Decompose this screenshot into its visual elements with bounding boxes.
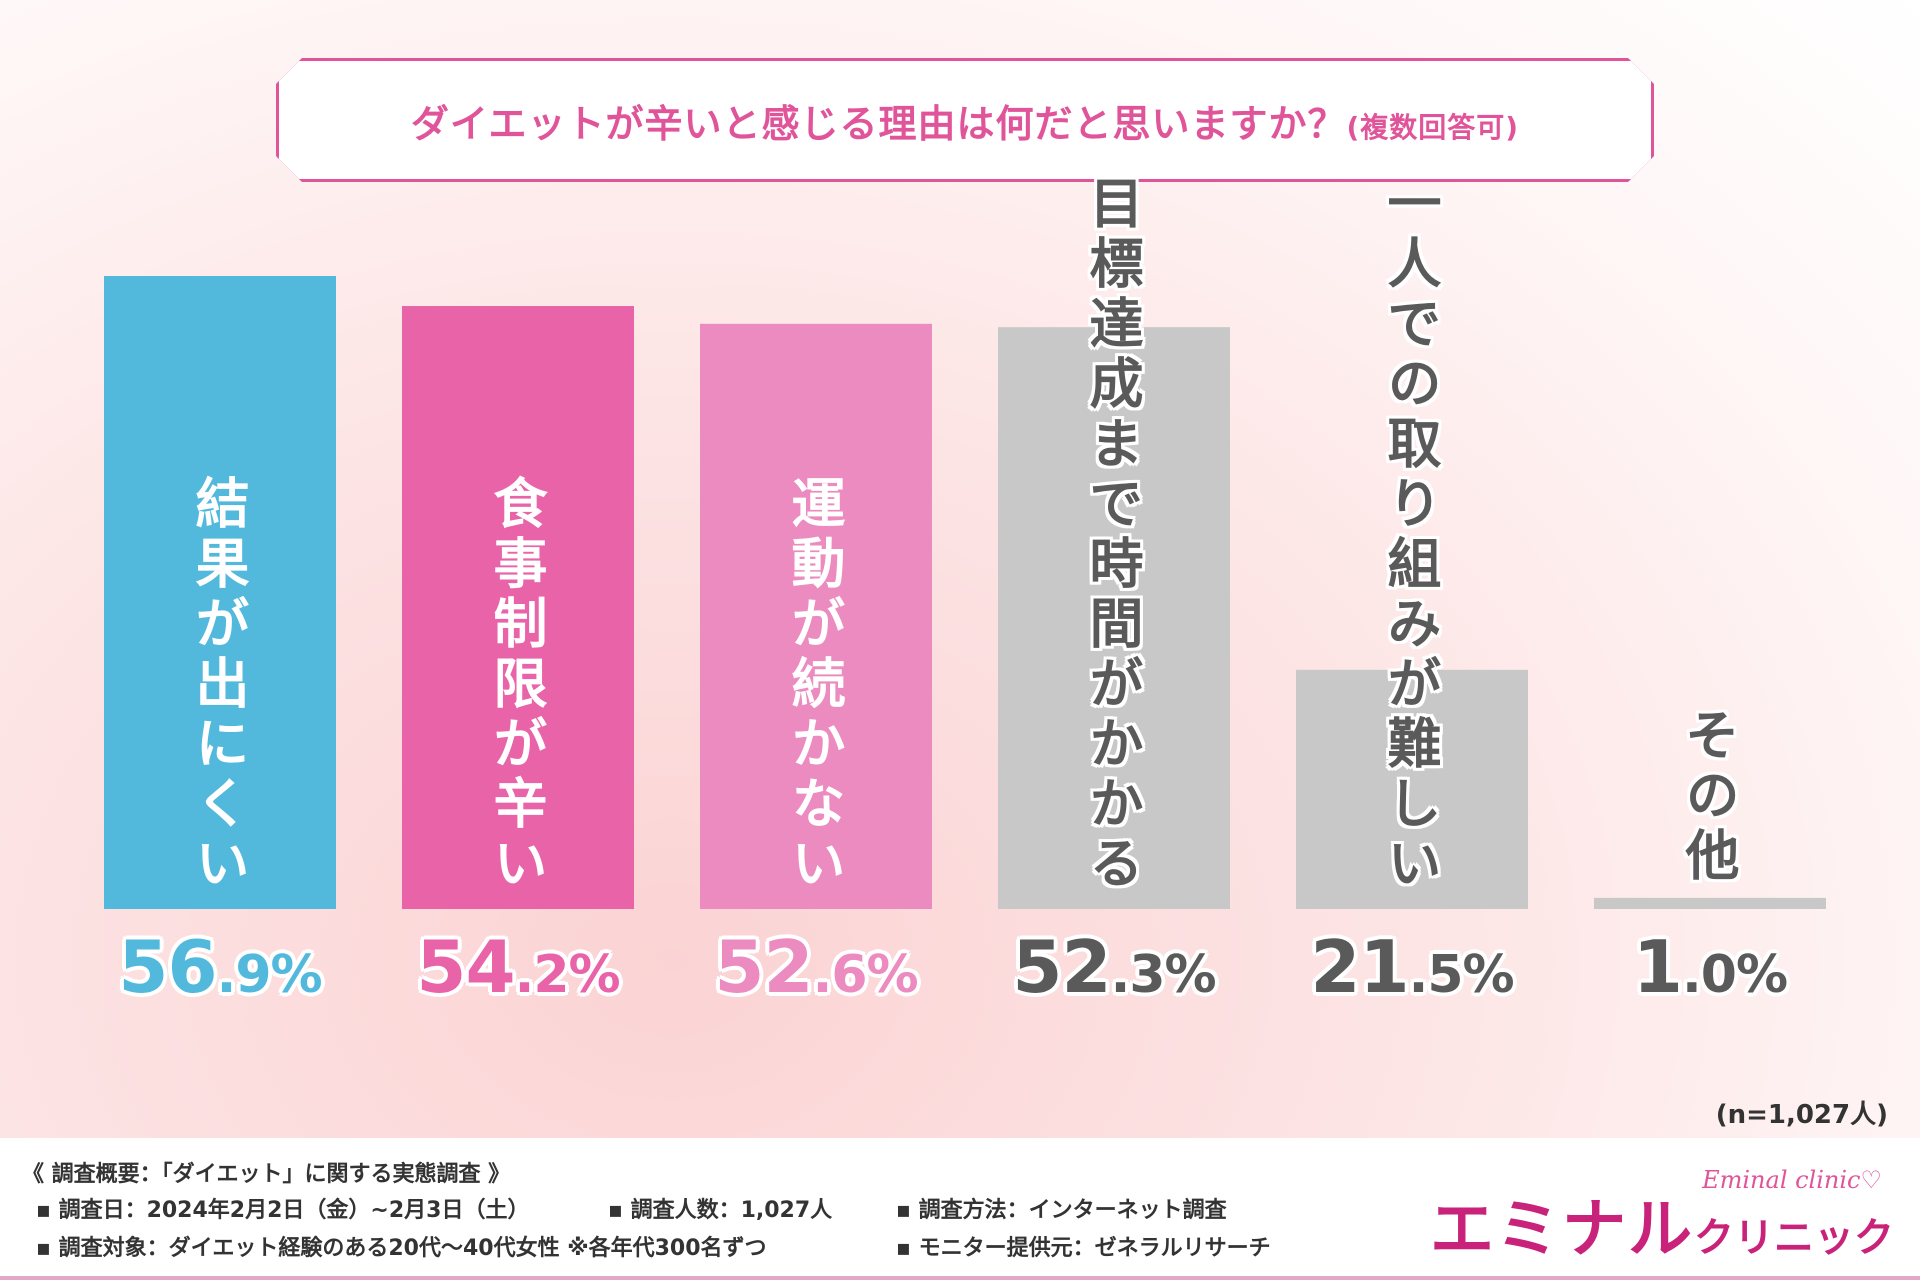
category-label-3: 運動が続かない	[782, 475, 845, 895]
bar-2	[402, 306, 634, 910]
footer	[0, 1138, 1920, 1280]
sample-size: (n=1,027人)	[1715, 1100, 1888, 1130]
category-label-6: その他	[1676, 707, 1739, 887]
survey-method: ▪ 調査方法：インターネット調査	[896, 1198, 1227, 1223]
value-label-6: 1.0%	[1632, 925, 1788, 1009]
category-label-2: 食事制限が辛い	[484, 475, 547, 895]
value-label-3: 52.6%	[714, 925, 918, 1009]
survey-heading: 《 調査概要：「ダイエット」に関する実態調査 》	[22, 1162, 511, 1187]
value-label-2: 54.2%	[416, 925, 620, 1009]
chart-title: ダイエットが辛いと感じる理由は何だと思いますか？(複数回答可)	[410, 101, 1520, 146]
bar-3	[700, 323, 932, 909]
bar-4	[998, 327, 1230, 910]
survey-count: ▪ 調査人数：1,027人	[608, 1198, 833, 1223]
category-label-1: 結果が出にくい	[186, 475, 249, 895]
category-label-5: 一人での取り組みが難しい	[1378, 175, 1441, 895]
chart-title-note: (複数回答可)	[1346, 110, 1520, 144]
value-label-4: 52.3%	[1012, 925, 1216, 1009]
logo-english: Eminal clinic♡	[1702, 1166, 1882, 1194]
bar-chart	[104, 276, 1826, 910]
bar-1	[104, 276, 336, 909]
survey-date: ▪ 調査日：2024年2月2日（金）~2月3日（土）	[36, 1198, 530, 1223]
survey-provider: ▪ モニター提供元：ゼネラルリサーチ	[896, 1236, 1271, 1261]
survey-target: ▪ 調査対象：ダイエット経験のある20代～40代女性 ※各年代300名ずつ	[36, 1236, 767, 1261]
bar-5	[1296, 669, 1528, 909]
clinic-logo: エミナルクリニック	[1430, 1178, 1894, 1270]
logo-main: エミナル	[1430, 1193, 1694, 1267]
logo-sub: クリニック	[1694, 1215, 1894, 1261]
value-label-5: 21.5%	[1310, 925, 1514, 1009]
category-label-4: 目標達成まで時間がかかる	[1080, 175, 1143, 895]
bar-6	[1594, 897, 1826, 909]
value-label-1: 56.9%	[118, 925, 322, 1009]
chart-title-box: ダイエットが辛いと感じる理由は何だと思いますか？(複数回答可)	[276, 58, 1654, 182]
